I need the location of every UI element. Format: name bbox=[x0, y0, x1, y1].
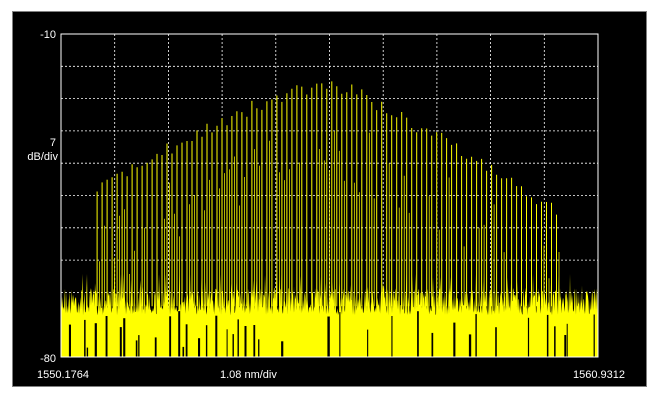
y-bottom-label: -80 bbox=[40, 353, 56, 365]
trace-dropout bbox=[244, 326, 247, 357]
trace-dropout bbox=[226, 329, 228, 357]
trace-dropout bbox=[367, 329, 369, 357]
trace-dropout bbox=[554, 326, 556, 357]
trace-dropout bbox=[94, 323, 97, 357]
trace-dropout bbox=[475, 314, 477, 357]
trace-dropout bbox=[198, 338, 201, 357]
trace-dropout bbox=[546, 314, 549, 357]
y-top-label: -10 bbox=[40, 29, 56, 41]
trace-dropout bbox=[253, 325, 256, 357]
trace-dropout bbox=[468, 334, 472, 357]
y-scale-value: 7 bbox=[50, 137, 56, 149]
x-end-label: 1560.9312 bbox=[573, 369, 625, 381]
y-scale-unit: dB/div bbox=[27, 151, 58, 163]
trace-dropout bbox=[169, 316, 172, 357]
trace-dropout bbox=[564, 335, 567, 357]
trace-dropout bbox=[566, 323, 568, 357]
trace-dropout bbox=[138, 335, 140, 357]
trace-dropout bbox=[84, 319, 86, 357]
trace-dropout bbox=[215, 315, 218, 357]
trace-dropout bbox=[593, 314, 595, 357]
trace-dropout bbox=[105, 316, 108, 357]
trace-dropout bbox=[391, 316, 393, 357]
trace-dropout bbox=[258, 339, 260, 357]
trace-dropout bbox=[68, 324, 71, 357]
x-start-label: 1550.1764 bbox=[37, 369, 89, 381]
plot-border bbox=[60, 33, 599, 358]
trace-dropout bbox=[339, 312, 341, 357]
trace-dropout bbox=[119, 327, 122, 357]
trace-dropout bbox=[178, 311, 181, 357]
trace-dropout bbox=[281, 341, 284, 357]
noise-floor bbox=[61, 273, 598, 357]
trace-dropout bbox=[205, 325, 208, 357]
trace-dropout bbox=[527, 317, 530, 357]
trace-dropout bbox=[327, 316, 330, 357]
trace-dropout bbox=[453, 322, 456, 357]
trace-dropout bbox=[123, 318, 126, 357]
spectrum-trace bbox=[61, 81, 598, 357]
trace-dropout bbox=[237, 319, 239, 357]
trace-dropout bbox=[135, 340, 138, 357]
trace-dropout bbox=[182, 346, 185, 357]
trace-dropout bbox=[86, 347, 89, 357]
trace-dropout bbox=[154, 337, 157, 357]
x-center-label: 1.08 nm/div bbox=[220, 369, 277, 381]
trace-dropout bbox=[185, 324, 188, 357]
trace-dropout bbox=[431, 332, 434, 357]
trace-dropout bbox=[417, 311, 419, 357]
trace-dropout bbox=[495, 327, 497, 357]
trace-dropout bbox=[232, 334, 234, 357]
